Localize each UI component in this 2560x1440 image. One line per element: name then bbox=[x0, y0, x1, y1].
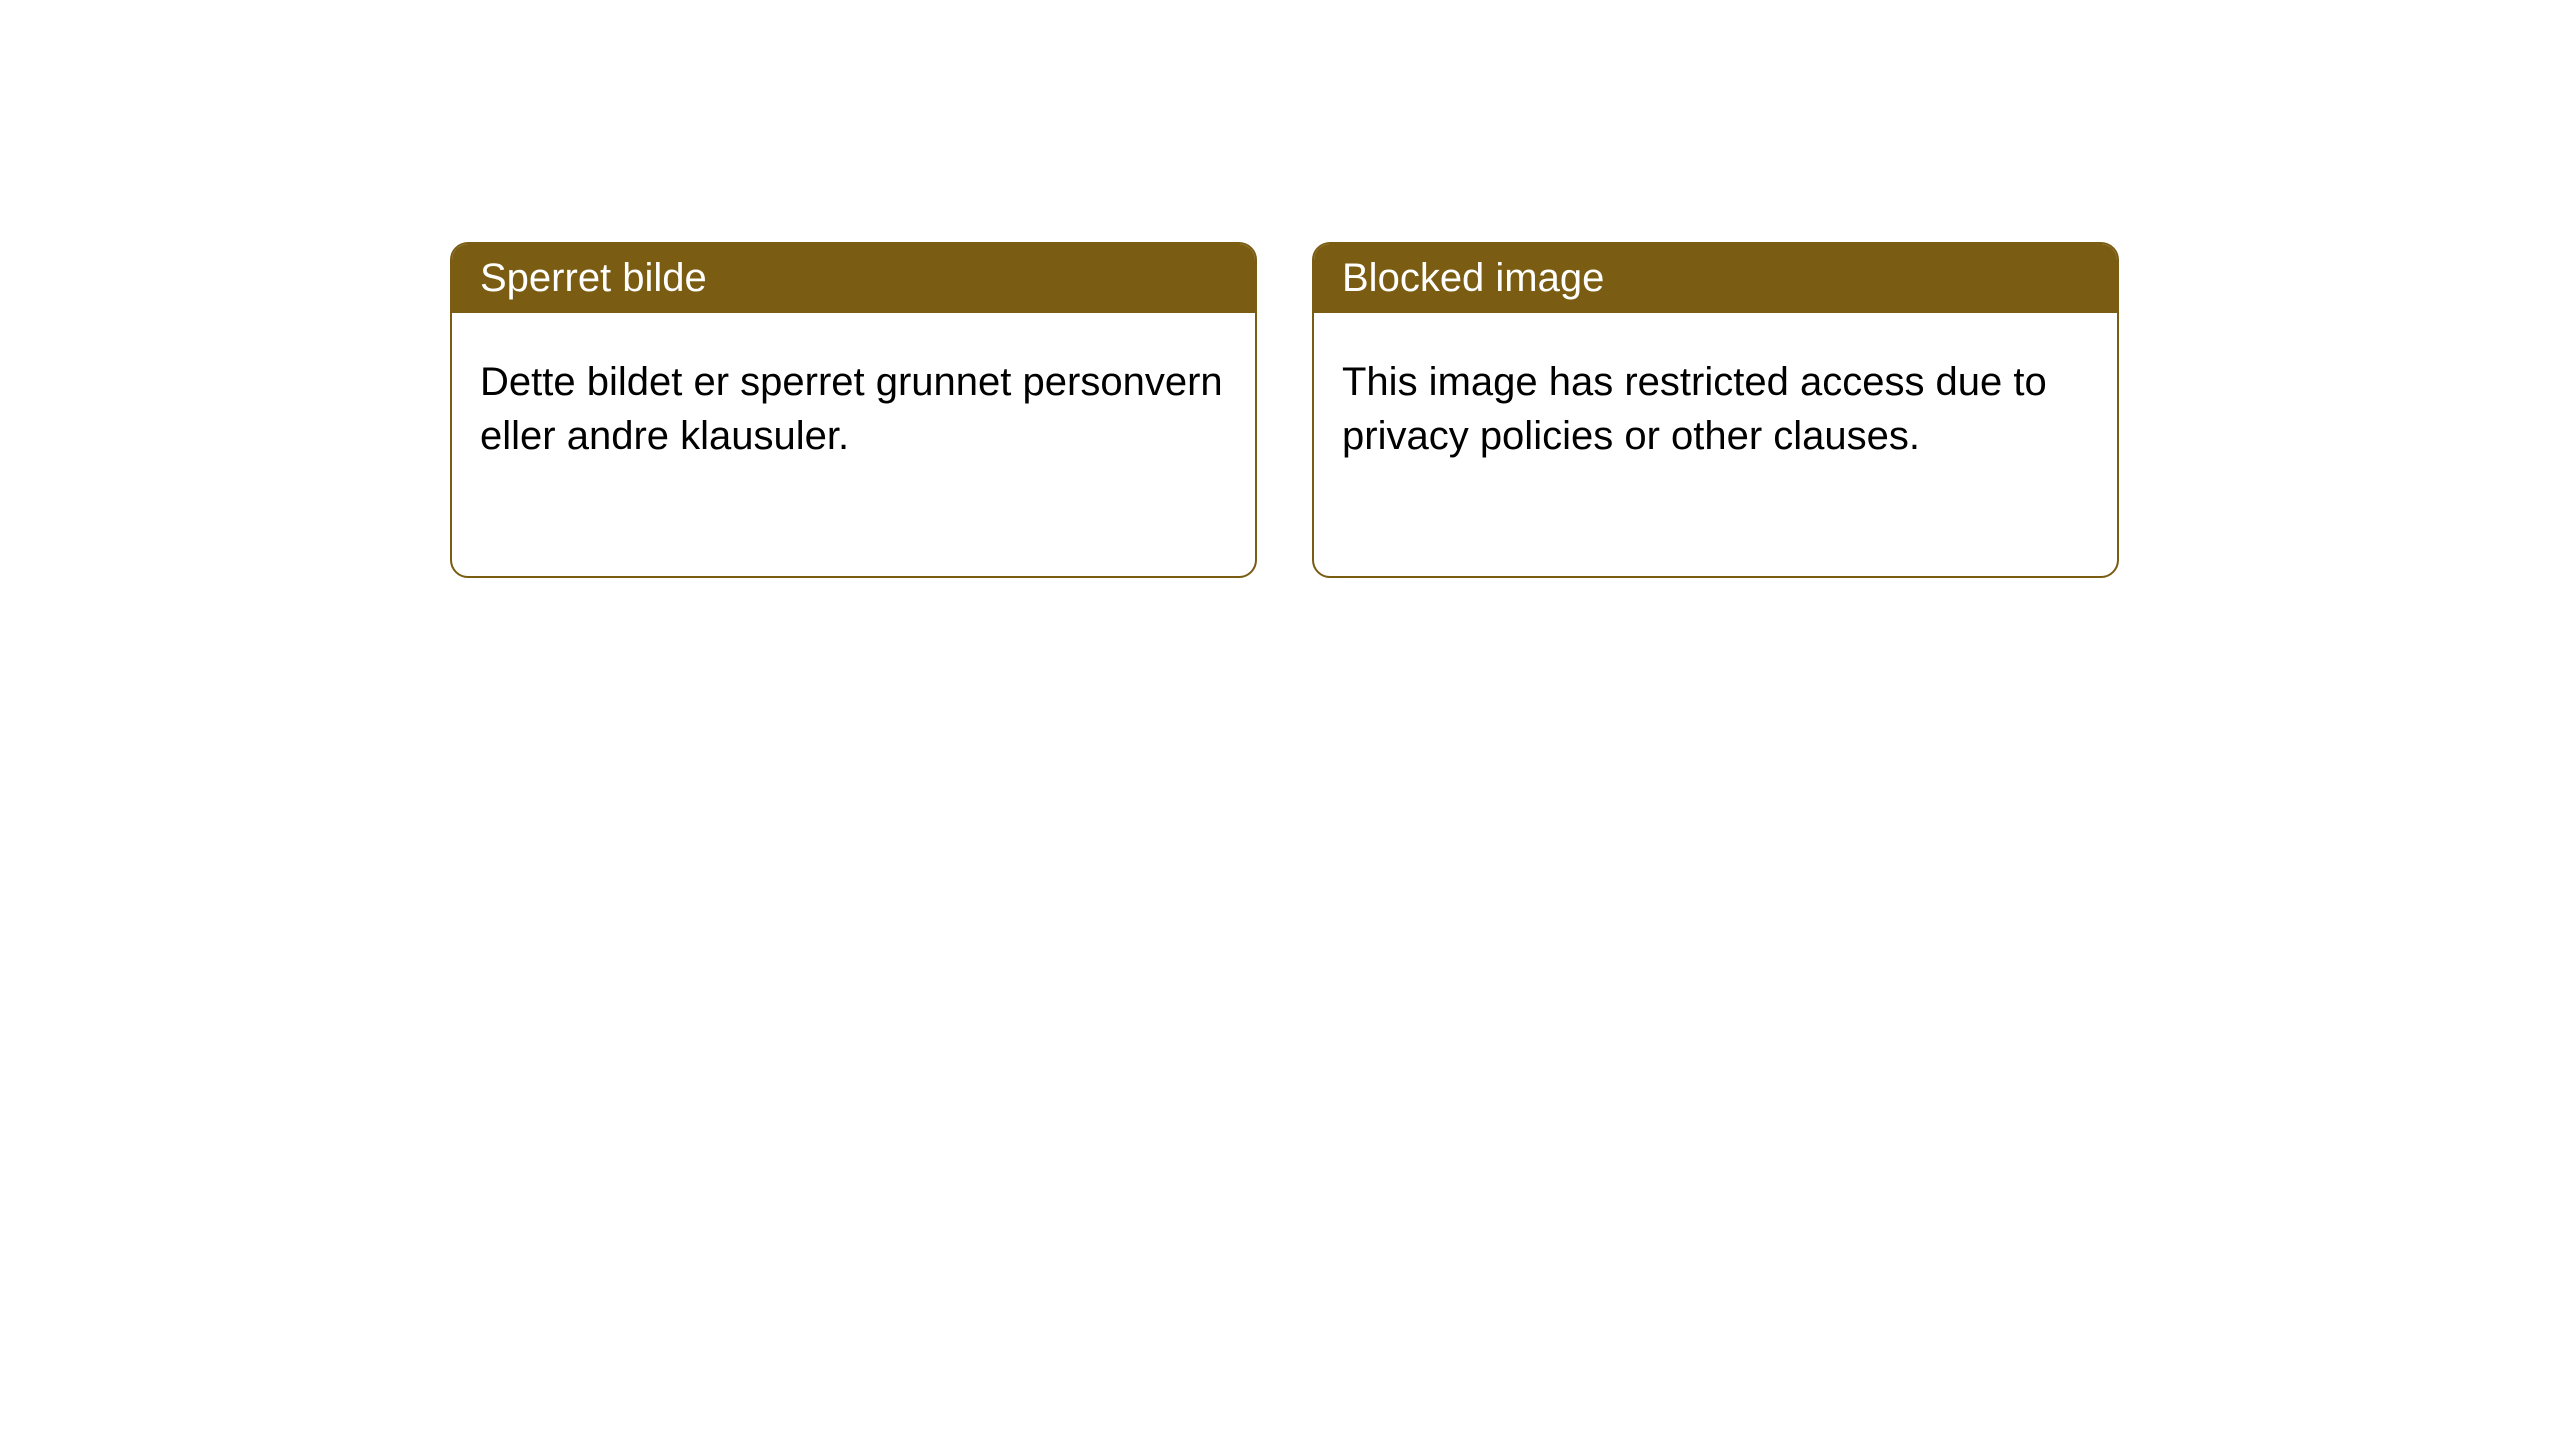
notice-card-norwegian: Sperret bilde Dette bildet er sperret gr… bbox=[450, 242, 1257, 578]
notice-container: Sperret bilde Dette bildet er sperret gr… bbox=[0, 0, 2560, 578]
notice-title-norwegian: Sperret bilde bbox=[452, 244, 1255, 313]
notice-title-english: Blocked image bbox=[1314, 244, 2117, 313]
notice-body-norwegian: Dette bildet er sperret grunnet personve… bbox=[452, 313, 1255, 505]
notice-card-english: Blocked image This image has restricted … bbox=[1312, 242, 2119, 578]
notice-body-english: This image has restricted access due to … bbox=[1314, 313, 2117, 505]
